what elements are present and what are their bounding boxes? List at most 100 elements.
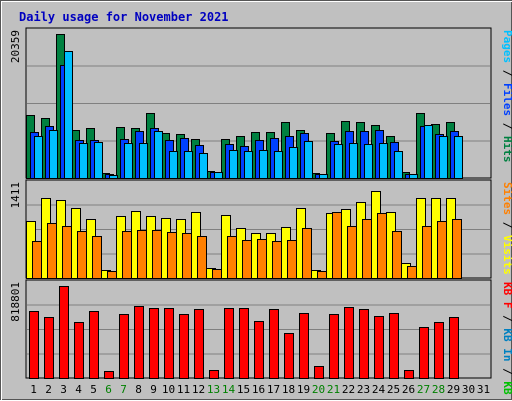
bar-kb-f-day-29: [450, 318, 459, 379]
bar-kb-f-day-8: [135, 307, 144, 379]
legend-part: Hits: [501, 136, 512, 163]
bar-kb-f-day-15: [240, 309, 249, 379]
bar-sites-day-6: [108, 272, 117, 279]
bar-kb-f-day-2: [45, 318, 54, 379]
bar-pages-day-9: [155, 132, 163, 179]
bar-sites-day-4: [78, 232, 87, 279]
bar-sites-day-9: [153, 231, 162, 279]
bar-sites-day-14: [228, 237, 237, 279]
x-tick-label-day-12: 12: [192, 383, 205, 396]
x-tick-label-day-10: 10: [162, 383, 175, 396]
y-max-label: 20359: [9, 30, 22, 63]
bar-pages-day-14: [230, 151, 238, 179]
bar-kb-f-day-23: [360, 310, 369, 379]
legend-part: /: [501, 116, 512, 136]
bar-sites-day-20: [318, 272, 327, 279]
bar-pages-day-1: [35, 137, 43, 179]
bar-pages-day-21: [335, 145, 343, 179]
x-tick-label-day-21: 21: [327, 383, 340, 396]
legend-part: Visits: [501, 235, 512, 275]
bar-pages-day-26: [410, 175, 418, 179]
bar-pages-day-24: [380, 144, 388, 179]
x-tick-label-day-31: 31: [477, 383, 490, 396]
x-tick-label-day-17: 17: [267, 383, 280, 396]
series-legend-label: KB F / KB In / KB Out: [501, 282, 512, 401]
bar-pages-day-7: [125, 144, 133, 179]
x-tick-label-day-30: 30: [462, 383, 475, 396]
bar-sites-day-21: [333, 213, 342, 279]
x-tick-label-day-5: 5: [90, 383, 97, 396]
bar-pages-day-19: [305, 142, 313, 179]
bar-sites-day-11: [183, 234, 192, 279]
x-tick-label-day-20: 20: [312, 383, 325, 396]
bar-kb-f-day-5: [90, 312, 99, 379]
x-tick-label-day-2: 2: [45, 383, 52, 396]
bar-pages-day-12: [200, 154, 208, 179]
legend-part: Sites: [501, 182, 512, 215]
bar-pages-day-25: [395, 152, 403, 179]
bar-kb-f-day-3: [60, 287, 69, 379]
x-tick-label-day-3: 3: [60, 383, 67, 396]
bar-pages-day-8: [140, 144, 148, 179]
x-tick-label-day-27: 27: [417, 383, 430, 396]
legend-part: KB In: [501, 328, 512, 361]
bar-pages-day-10: [170, 152, 178, 179]
bar-pages-day-6: [110, 176, 118, 179]
bar-pages-day-20: [320, 175, 328, 179]
bar-sites-day-18: [288, 241, 297, 279]
x-tick-label-day-19: 19: [297, 383, 310, 396]
y-max-label: 1411: [9, 182, 22, 209]
x-tick-label-day-4: 4: [75, 383, 82, 396]
bar-kb-f-day-25: [390, 314, 399, 379]
x-tick-label-day-23: 23: [357, 383, 370, 396]
bar-sites-day-13: [213, 270, 222, 279]
bar-kb-f-day-7: [120, 315, 129, 379]
x-tick-label-day-11: 11: [177, 383, 190, 396]
bar-sites-day-16: [258, 240, 267, 279]
bar-sites-day-22: [348, 227, 357, 279]
bar-kb-f-day-9: [150, 309, 159, 379]
x-tick-label-day-24: 24: [372, 383, 386, 396]
x-tick-label-day-29: 29: [447, 383, 460, 396]
bar-sites-day-23: [363, 220, 372, 279]
chart-title: Daily usage for November 2021: [19, 10, 229, 24]
legend-part: /: [501, 309, 512, 329]
bar-sites-day-8: [138, 231, 147, 279]
bar-kb-f-day-14: [225, 309, 234, 379]
bar-pages-day-27: [425, 126, 433, 179]
bar-sites-day-24: [378, 214, 387, 279]
bar-sites-day-19: [303, 229, 312, 279]
bar-pages-day-3: [65, 52, 73, 179]
x-tick-label-day-26: 26: [402, 383, 415, 396]
x-tick-label-day-18: 18: [282, 383, 295, 396]
bar-kb-f-day-1: [30, 312, 39, 379]
bar-pages-day-15: [245, 152, 253, 179]
bar-kb-f-day-11: [180, 315, 189, 379]
bar-kb-f-day-20: [315, 367, 324, 379]
bar-kb-f-day-10: [165, 309, 174, 379]
bar-sites-day-7: [123, 232, 132, 279]
x-tick-label-day-15: 15: [237, 383, 250, 396]
legend-part: /: [501, 215, 512, 235]
bar-sites-day-10: [168, 233, 177, 279]
bar-kb-f-day-17: [270, 310, 279, 379]
x-tick-label-day-7: 7: [120, 383, 127, 396]
bar-kb-f-day-6: [105, 372, 114, 379]
series-legend-label: Sites / Visits: [501, 182, 512, 275]
bar-sites-day-2: [48, 224, 57, 279]
bar-pages-day-2: [50, 131, 58, 179]
x-tick-label-day-22: 22: [342, 383, 355, 396]
x-tick-label-day-16: 16: [252, 383, 265, 396]
bar-sites-day-29: [453, 220, 462, 279]
bar-sites-day-17: [273, 242, 282, 279]
bar-sites-day-1: [33, 242, 42, 279]
bar-pages-day-28: [440, 137, 448, 179]
bar-pages-day-13: [215, 173, 223, 179]
bar-pages-day-16: [260, 151, 268, 179]
legend-part: /: [501, 362, 512, 382]
bar-pages-day-18: [290, 148, 298, 179]
bar-pages-day-23: [365, 145, 373, 179]
legend-part: KB Out: [501, 381, 512, 401]
